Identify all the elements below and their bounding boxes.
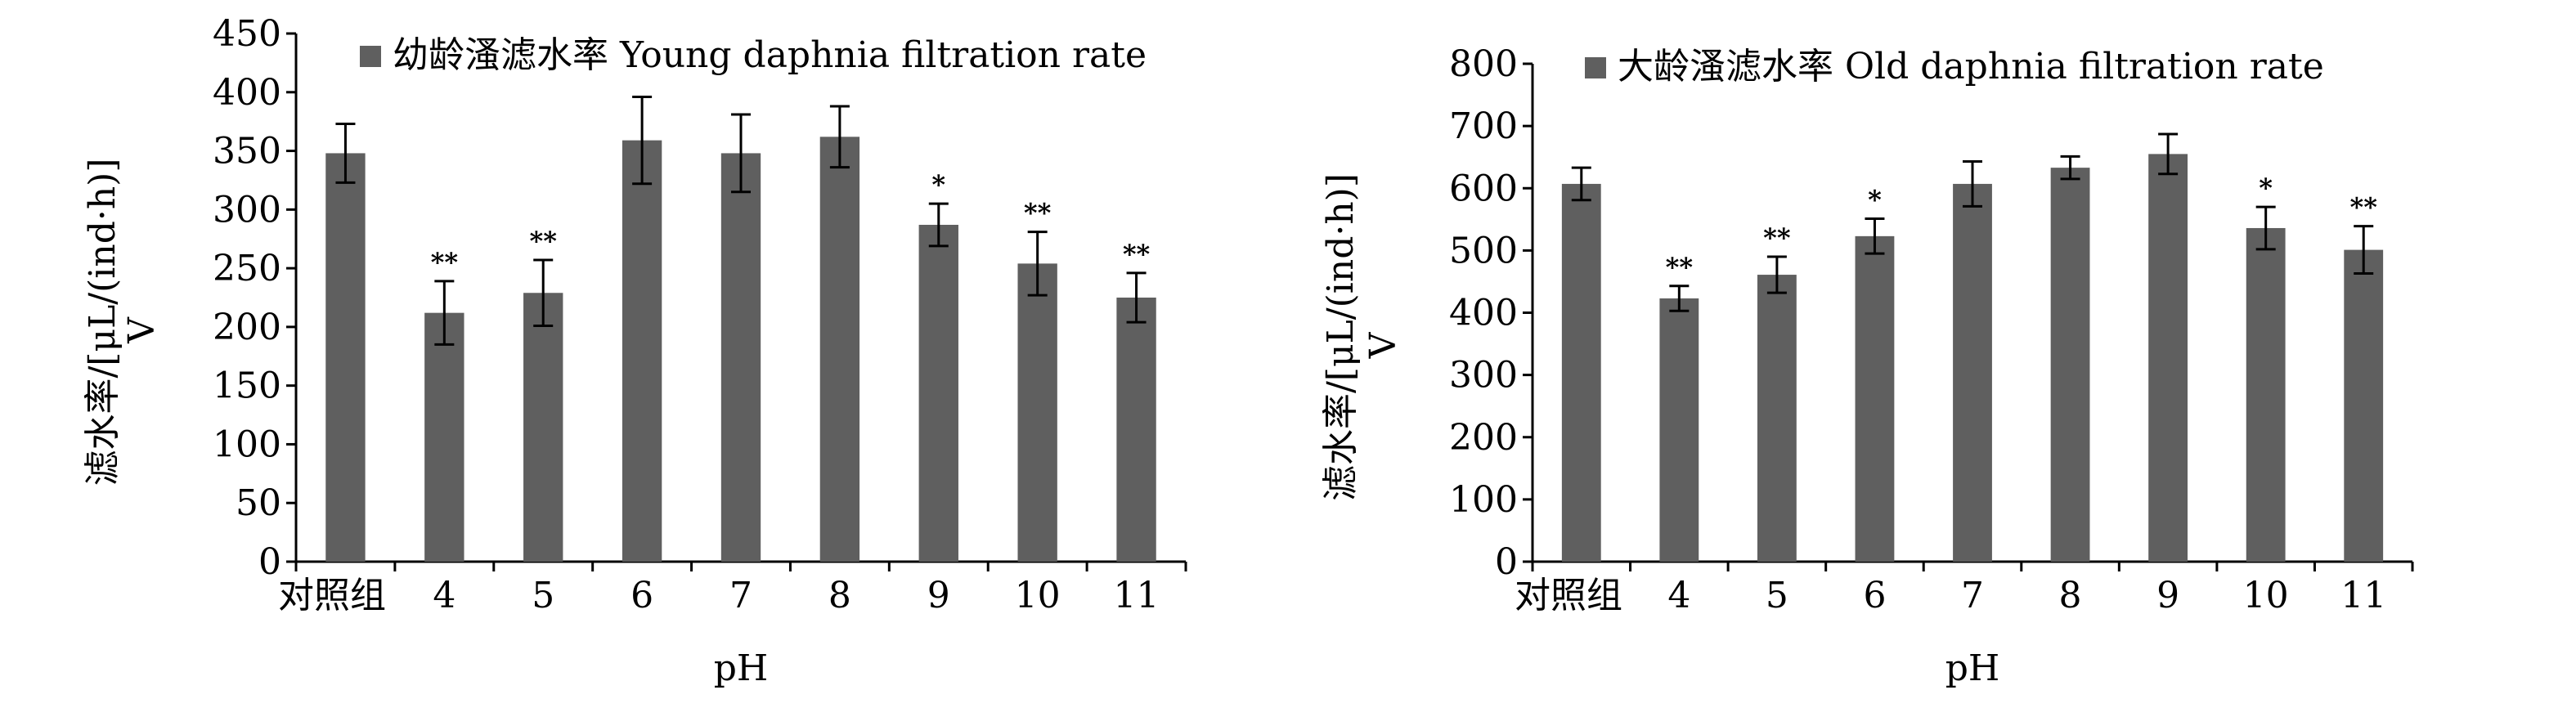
legend-swatch bbox=[360, 46, 381, 67]
bar-10 bbox=[2246, 227, 2286, 562]
significance-mark: ** bbox=[1763, 222, 1791, 253]
y-tick-label: 350 bbox=[213, 131, 281, 173]
significance-mark: ** bbox=[529, 226, 557, 257]
bar-5 bbox=[1757, 275, 1797, 562]
category-label: 8 bbox=[828, 575, 851, 616]
bar-7 bbox=[720, 153, 761, 562]
y-tick-label: 100 bbox=[213, 423, 281, 465]
significance-mark: * bbox=[2259, 173, 2273, 204]
y-tick-label: 150 bbox=[213, 365, 281, 407]
y-axis-label: 滤水率/[μL/(ind·h)] bbox=[1320, 173, 1362, 501]
significance-mark: ** bbox=[2349, 192, 2377, 223]
y-tick-label: 400 bbox=[213, 72, 281, 114]
y-axis-label-variable: V bbox=[121, 316, 163, 344]
category-label: 7 bbox=[1961, 575, 1984, 616]
category-label: 5 bbox=[1766, 575, 1788, 616]
significance-mark: ** bbox=[1024, 198, 1052, 229]
significance-mark: * bbox=[1868, 185, 1882, 216]
category-label: 对照组 bbox=[1515, 575, 1622, 616]
significance-mark: ** bbox=[431, 247, 459, 278]
category-label: 9 bbox=[927, 575, 950, 616]
y-tick-label: 200 bbox=[1449, 417, 1518, 459]
y-tick-label: 300 bbox=[213, 189, 281, 231]
bar-9 bbox=[2148, 154, 2188, 562]
bar-11 bbox=[2344, 249, 2384, 562]
bar-10 bbox=[1017, 263, 1057, 562]
y-axis-label: 滤水率/[μL/(ind·h)] bbox=[82, 158, 123, 486]
y-tick-label: 600 bbox=[1449, 168, 1518, 209]
y-tick-label: 200 bbox=[213, 307, 281, 348]
legend-label: 幼龄溞滤水率 Young daphnia filtration rate bbox=[393, 34, 1147, 76]
category-label: 4 bbox=[1667, 575, 1690, 616]
y-tick-label: 300 bbox=[1449, 355, 1518, 397]
y-tick-label: 100 bbox=[1449, 479, 1518, 521]
category-label: 7 bbox=[729, 575, 752, 616]
y-tick-label: 250 bbox=[213, 248, 281, 289]
chart-young-daphnia: 0 50 100 150 200 250 300 350 400 450 对照组 ** 4 ** 5 6 7 8 *… bbox=[82, 13, 1187, 689]
significance-mark: ** bbox=[1666, 252, 1694, 283]
bar-8 bbox=[2050, 168, 2090, 562]
legend-swatch bbox=[1585, 57, 1606, 78]
y-tick-label: 500 bbox=[1449, 230, 1518, 271]
category-label: 10 bbox=[2243, 575, 2289, 616]
y-tick-label: 700 bbox=[1449, 105, 1518, 147]
category-label: 5 bbox=[532, 575, 554, 616]
significance-mark: * bbox=[931, 169, 945, 200]
category-label: 对照组 bbox=[278, 575, 386, 616]
bar-7 bbox=[1953, 183, 1992, 562]
significance-mark: ** bbox=[1123, 239, 1151, 270]
legend-label: 大龄溞滤水率 Old daphnia filtration rate bbox=[1618, 46, 2324, 87]
bar-8 bbox=[819, 137, 860, 562]
bar-对照组 bbox=[325, 153, 366, 562]
category-label: 11 bbox=[2340, 575, 2386, 616]
category-label: 11 bbox=[1114, 575, 1160, 616]
bar-6 bbox=[622, 140, 662, 562]
x-axis-label: pH bbox=[1945, 648, 2000, 689]
y-tick-label: 800 bbox=[1449, 43, 1518, 85]
category-label: 6 bbox=[1863, 575, 1886, 616]
bar-4 bbox=[424, 312, 464, 562]
bar-11 bbox=[1116, 298, 1156, 562]
bar-5 bbox=[523, 293, 563, 562]
bar-对照组 bbox=[1561, 183, 1601, 562]
category-label: 6 bbox=[631, 575, 653, 616]
y-tick-label: 450 bbox=[213, 13, 281, 55]
y-tick-label: 50 bbox=[236, 482, 281, 524]
chart-old-daphnia: 0 100 200 300 400 500 600 700 800 对照组 ** 4 ** 5 * 6 7 8 9 *… bbox=[1320, 43, 2414, 689]
category-label: 9 bbox=[2156, 575, 2179, 616]
y-tick-label: 400 bbox=[1449, 293, 1518, 334]
y-tick-label: 0 bbox=[258, 541, 281, 583]
bar-4 bbox=[1659, 298, 1699, 562]
bar-9 bbox=[918, 224, 958, 562]
y-tick-label: 0 bbox=[1495, 541, 1518, 583]
category-label: 10 bbox=[1015, 575, 1061, 616]
x-axis-label: pH bbox=[714, 648, 769, 689]
bar-6 bbox=[1855, 235, 1895, 562]
y-axis-label-variable: V bbox=[1362, 331, 1404, 359]
category-label: 4 bbox=[433, 575, 456, 616]
category-label: 8 bbox=[2059, 575, 2082, 616]
